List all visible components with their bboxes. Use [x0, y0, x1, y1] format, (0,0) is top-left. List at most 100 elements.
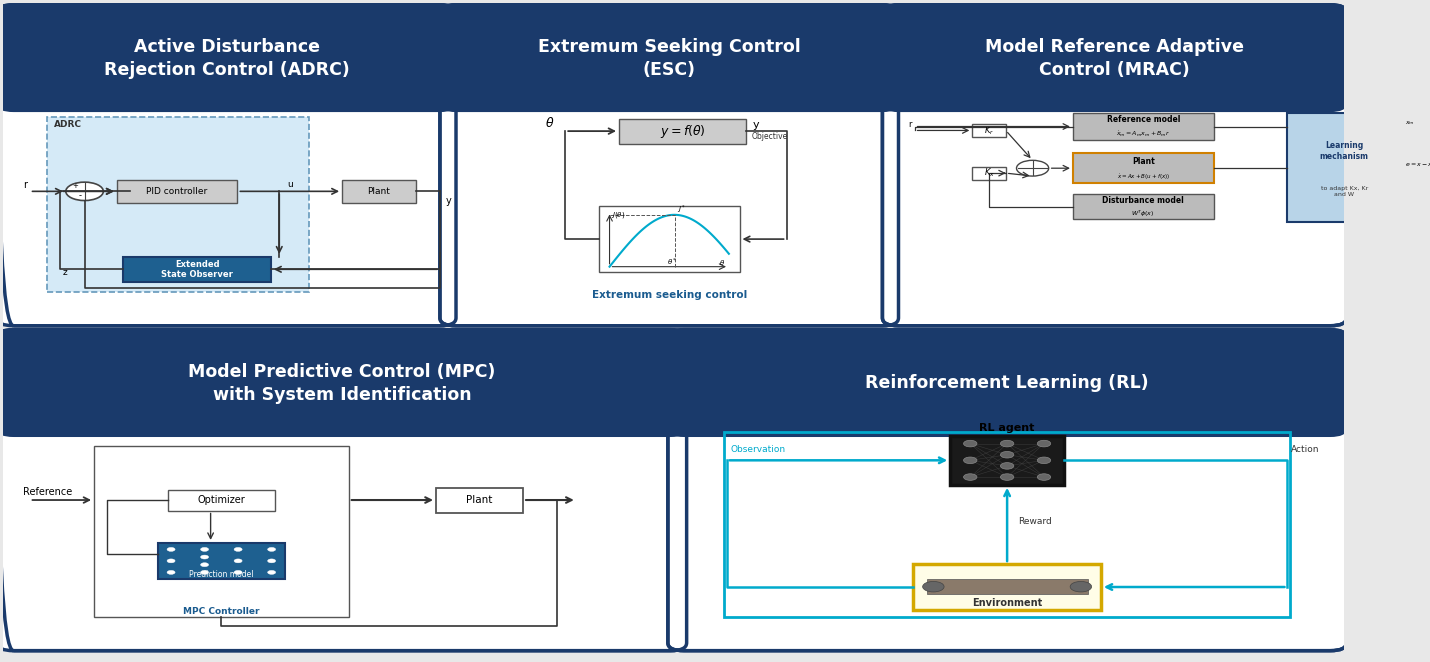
Circle shape: [964, 457, 977, 463]
Circle shape: [1001, 463, 1014, 469]
Bar: [914, 564, 1101, 610]
Text: Plant: Plant: [466, 495, 493, 505]
Text: $\dot{x}_m = A_m x_m + B_m r$: $\dot{x}_m = A_m x_m + B_m r$: [1117, 130, 1170, 139]
Text: Plant: Plant: [368, 187, 390, 196]
Circle shape: [235, 547, 242, 551]
Bar: [117, 179, 237, 203]
Circle shape: [1070, 581, 1091, 592]
Circle shape: [964, 474, 977, 481]
Circle shape: [200, 547, 209, 551]
Text: $\theta$: $\theta$: [545, 116, 555, 130]
Text: to adapt Kx, Kr
and W: to adapt Kx, Kr and W: [1321, 186, 1369, 197]
Text: $W^T\phi(x)$: $W^T\phi(x)$: [1131, 209, 1155, 219]
Circle shape: [66, 182, 103, 201]
Bar: [16, 383, 668, 429]
Text: $\theta^*$: $\theta^*$: [666, 257, 676, 268]
Text: RL agent: RL agent: [980, 423, 1035, 433]
Bar: [599, 207, 739, 272]
Text: z: z: [63, 267, 67, 277]
Bar: [436, 487, 523, 512]
Text: y: y: [754, 120, 759, 130]
Circle shape: [1037, 474, 1051, 481]
Bar: [724, 432, 1290, 616]
Text: Reinforcement Learning (RL): Reinforcement Learning (RL): [865, 374, 1148, 393]
Circle shape: [1001, 474, 1014, 481]
Text: Action: Action: [1291, 446, 1320, 454]
Text: Reward: Reward: [1018, 518, 1051, 526]
FancyBboxPatch shape: [0, 5, 456, 112]
Text: $y = f(\theta)$: $y = f(\theta)$: [659, 122, 705, 140]
Text: $J(\theta)$: $J(\theta)$: [611, 210, 625, 220]
Text: ADRC: ADRC: [54, 120, 82, 129]
Bar: [686, 383, 1327, 429]
Bar: [972, 124, 1005, 137]
Text: Model Reference Adaptive
Control (MRAC): Model Reference Adaptive Control (MRAC): [985, 38, 1244, 79]
Circle shape: [1001, 451, 1014, 458]
FancyBboxPatch shape: [668, 330, 1347, 651]
Bar: [950, 436, 1064, 485]
Circle shape: [235, 571, 242, 575]
Text: Objective: Objective: [752, 132, 788, 141]
Bar: [157, 543, 285, 579]
Text: r: r: [908, 120, 911, 129]
Text: Disturbance model: Disturbance model: [1103, 196, 1184, 205]
Text: r: r: [23, 180, 27, 190]
Text: Reference model: Reference model: [1107, 115, 1180, 124]
Text: Extremum seeking control: Extremum seeking control: [592, 290, 746, 300]
Circle shape: [1001, 440, 1014, 447]
Text: $K_x$: $K_x$: [984, 167, 994, 179]
Circle shape: [1037, 440, 1051, 447]
Bar: [1072, 113, 1214, 140]
Bar: [123, 257, 270, 282]
Text: MPC Controller: MPC Controller: [183, 607, 260, 616]
Bar: [459, 58, 879, 104]
FancyBboxPatch shape: [440, 5, 898, 112]
Bar: [1072, 194, 1214, 219]
Bar: [619, 118, 746, 144]
Text: $\dot{x} = Ax+B(u+f(x))$: $\dot{x} = Ax+B(u+f(x))$: [1117, 172, 1170, 182]
Circle shape: [235, 559, 242, 563]
Bar: [927, 579, 1088, 594]
Text: $J^*$: $J^*$: [678, 204, 686, 216]
Circle shape: [267, 559, 276, 563]
Bar: [16, 58, 438, 104]
Text: $\theta$: $\theta$: [719, 258, 725, 267]
Circle shape: [200, 563, 209, 567]
Text: +: +: [73, 183, 79, 189]
Circle shape: [1037, 457, 1051, 463]
Text: $e=x-x_m$: $e=x-x_m$: [1406, 162, 1430, 169]
Text: Learning
mechanism: Learning mechanism: [1320, 142, 1369, 161]
FancyBboxPatch shape: [0, 330, 686, 437]
Text: y: y: [445, 197, 450, 207]
Text: Observation: Observation: [731, 446, 787, 454]
Bar: [972, 167, 1005, 179]
Circle shape: [922, 581, 944, 592]
FancyBboxPatch shape: [440, 5, 898, 326]
Bar: [901, 58, 1327, 104]
Circle shape: [167, 559, 174, 563]
Bar: [94, 446, 349, 616]
Circle shape: [267, 547, 276, 551]
Bar: [1287, 113, 1401, 222]
Circle shape: [167, 571, 174, 575]
Text: Environment: Environment: [972, 598, 1042, 608]
FancyBboxPatch shape: [882, 5, 1347, 112]
Circle shape: [167, 547, 174, 551]
Text: Prediction model: Prediction model: [189, 570, 253, 579]
Text: Model Predictive Control (MPC)
with System Identification: Model Predictive Control (MPC) with Syst…: [189, 363, 496, 404]
Circle shape: [200, 571, 209, 575]
Circle shape: [964, 440, 977, 447]
Text: $x_m$: $x_m$: [1406, 120, 1416, 128]
Text: Optimizer: Optimizer: [197, 495, 245, 505]
Text: Reference: Reference: [23, 487, 72, 497]
Text: Extended
State Observer: Extended State Observer: [162, 260, 233, 279]
FancyBboxPatch shape: [668, 330, 1347, 437]
Bar: [47, 117, 309, 292]
FancyBboxPatch shape: [0, 5, 456, 326]
Bar: [342, 179, 416, 203]
Circle shape: [267, 571, 276, 575]
Text: $K_r$: $K_r$: [984, 124, 994, 137]
Text: -: -: [79, 191, 82, 200]
Text: Active Disturbance
Rejection Control (ADRC): Active Disturbance Rejection Control (AD…: [104, 38, 349, 79]
Text: u: u: [287, 180, 293, 189]
